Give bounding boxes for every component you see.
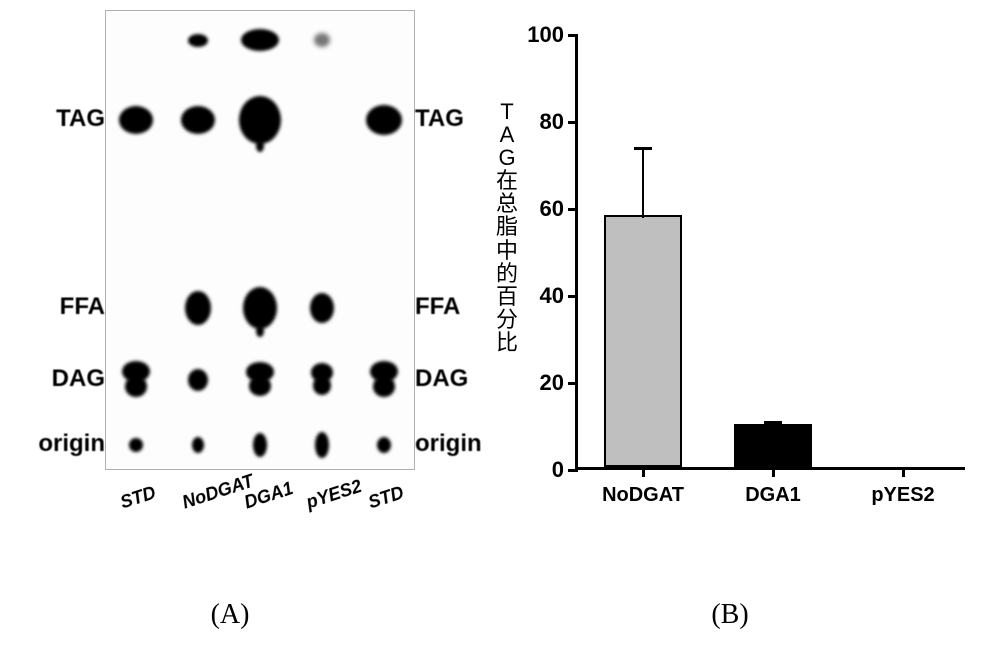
ytick [568, 208, 578, 211]
tlc-spot [310, 293, 334, 323]
xtick-label: pYES2 [838, 484, 968, 507]
lane-label: STD [366, 482, 407, 513]
tlc-spot-tail [256, 325, 264, 337]
bar [604, 215, 682, 467]
tlc-spot [239, 96, 281, 144]
ytick [568, 469, 578, 472]
tlc-spot-tail [256, 140, 264, 152]
tlc-spot [377, 437, 391, 453]
chart-ylabel: TAG在总脂中的百分比 [494, 100, 520, 354]
errorbar [642, 148, 645, 218]
row-label-tag-left: TAG [10, 105, 105, 133]
errorbar-cap [764, 421, 782, 424]
ytick-label: 100 [520, 22, 564, 48]
tlc-spot [125, 376, 147, 397]
ytick-label: 40 [520, 283, 564, 309]
tlc-spot [313, 376, 331, 395]
bar [734, 424, 812, 468]
errorbar-cap [634, 147, 652, 150]
tlc-spot [185, 291, 211, 325]
tlc-spot [253, 433, 267, 457]
xtick [902, 467, 905, 477]
tlc-spot [188, 34, 208, 47]
tlc-left-labels: TAG FFA DAG origin [10, 10, 105, 470]
panel-b: TAG在总脂中的百分比 020406080100NoDGATDGA1pYES2 … [460, 0, 1000, 656]
ytick [568, 295, 578, 298]
tlc-spot [119, 106, 153, 134]
ytick-label: 80 [520, 109, 564, 135]
tlc-spot [314, 33, 330, 47]
ytick-label: 0 [520, 457, 564, 483]
bar-chart: 020406080100NoDGATDGA1pYES2 [575, 35, 965, 470]
tlc-spot [243, 287, 277, 329]
ytick [568, 382, 578, 385]
row-label-origin-left: origin [10, 430, 105, 458]
tlc-lane-labels: STDNoDGATDGA1pYES2STD [105, 475, 415, 525]
tlc-spot [249, 376, 271, 396]
lane-label: pYES2 [304, 476, 365, 514]
row-label-ffa-left: FFA [10, 293, 105, 321]
tlc-spot [241, 29, 279, 51]
tlc-spot [129, 438, 143, 452]
ytick [568, 121, 578, 124]
xtick [772, 467, 775, 477]
panel-b-letter: (B) [460, 599, 1000, 631]
xtick-label: DGA1 [708, 484, 838, 507]
panel-a-letter: (A) [0, 599, 460, 631]
xtick-label: NoDGAT [578, 484, 708, 507]
tlc-spot [366, 105, 402, 135]
tlc-plate [105, 10, 415, 470]
tlc-spot [192, 437, 204, 453]
tlc-spot [315, 432, 329, 458]
ytick [568, 34, 578, 37]
lane-label: STD [118, 482, 159, 513]
tlc-spot [373, 376, 395, 397]
tlc-spot [188, 369, 208, 391]
ytick-label: 60 [520, 196, 564, 222]
tlc-spot [181, 106, 215, 134]
panel-a: TAG FFA DAG origin TAG FFA DAG origin ST… [0, 0, 460, 656]
xtick [642, 467, 645, 477]
row-label-dag-left: DAG [10, 365, 105, 393]
ytick-label: 20 [520, 370, 564, 396]
